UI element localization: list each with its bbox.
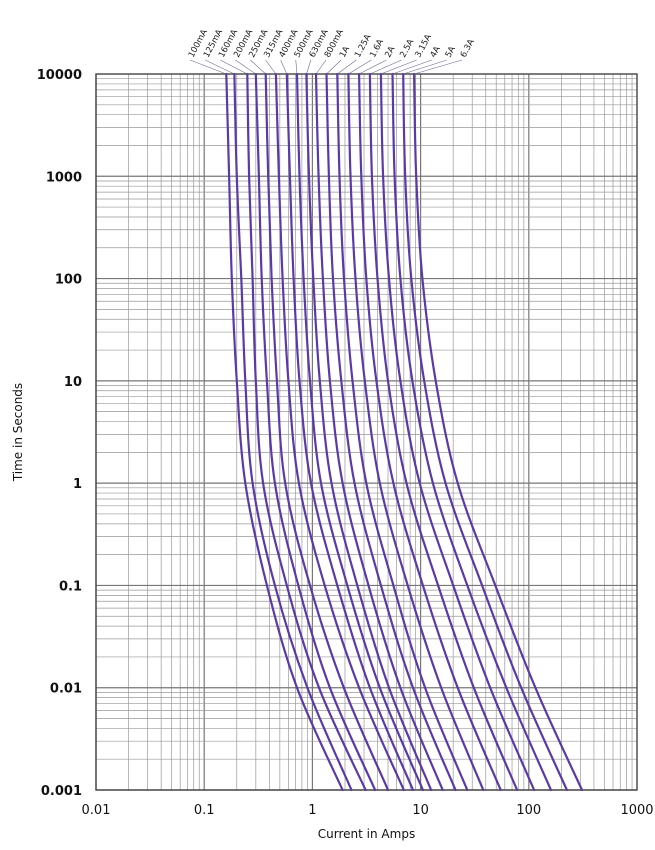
legend-leader-line: [235, 59, 256, 75]
series-line-1.6A: [347, 72, 485, 792]
legend: 100mA125mA160mA200mA250mA315mA400mA500mA…: [187, 28, 477, 75]
series-curves: [225, 72, 584, 792]
x-tick-label: 0.1: [194, 803, 215, 818]
y-tick-label: 0.01: [50, 682, 82, 697]
legend-leader-line: [380, 59, 417, 75]
series-line-100mA: [225, 72, 344, 792]
legend-leader-line: [265, 59, 277, 75]
series-line-2.5A: [368, 72, 519, 792]
legend-label: 5A: [444, 45, 458, 60]
legend-leader-line: [280, 59, 288, 75]
legend-leader-line: [403, 59, 447, 75]
legend-label: 4A: [429, 45, 443, 60]
series-line-2A: [358, 72, 502, 792]
x-tick-label: 1: [308, 803, 316, 818]
x-tick-label: 0.01: [82, 803, 111, 818]
legend-leader-line: [337, 59, 357, 75]
series-line-400mA: [285, 72, 415, 792]
legend-leader-line: [220, 59, 248, 75]
legend-leader-line: [315, 59, 327, 75]
legend-leader-line: [358, 59, 387, 75]
legend-leader-line: [250, 59, 266, 75]
series-line-800mA: [314, 72, 444, 792]
series-line-315mA: [274, 72, 405, 792]
tick-labels: 0.01 0.1 1 10 100 10001000010001001010.10.010…: [37, 68, 654, 818]
legend-leader-line: [348, 59, 372, 75]
grid: [95, 74, 637, 791]
series-line-3.15A: [379, 72, 536, 792]
series-line-630mA: [305, 72, 433, 792]
plot-border: [95, 73, 638, 791]
series-line-125mA: [233, 72, 353, 792]
x-axis-title: Current in Amps: [318, 827, 415, 841]
legend-leader-line: [392, 59, 432, 75]
y-tick-label: 0.1: [59, 579, 82, 594]
y-tick-label: 0.001: [41, 784, 82, 799]
series-line-6.3A: [413, 72, 584, 792]
y-axis-title: Time in Seconds: [11, 383, 25, 482]
series-line-1.25A: [336, 72, 469, 792]
legend-leader-line: [295, 59, 298, 75]
plot-frame: [95, 73, 638, 791]
y-tick-label: 100: [55, 273, 82, 288]
legend-label: 2A: [383, 45, 397, 60]
legend-leader-line: [413, 59, 463, 75]
legend-label: 6.3A: [459, 37, 477, 59]
y-tick-label: 10000: [37, 68, 82, 83]
x-tick-label: 100: [516, 803, 541, 818]
y-tick-label: 1000: [46, 170, 82, 185]
legend-leader-line: [326, 59, 342, 75]
legend-leader-line: [189, 59, 227, 75]
series-line-500mA: [295, 72, 424, 792]
series-line-250mA: [264, 72, 390, 792]
legend-label: 2.5A: [398, 37, 416, 59]
y-tick-label: 10: [64, 375, 82, 390]
x-tick-label: 1000: [620, 803, 653, 818]
y-tick-label: 1: [73, 477, 82, 492]
series-line-1A: [325, 72, 457, 792]
series-line-160mA: [246, 72, 367, 792]
legend-leader-line: [204, 59, 235, 75]
series-line-4A: [391, 72, 552, 792]
legend-leader-line: [369, 59, 402, 75]
legend-leader-line: [306, 59, 312, 75]
legend-label: 1A: [338, 45, 352, 60]
series-line-200mA: [254, 72, 377, 792]
x-tick-label: 10: [412, 803, 429, 818]
series-line-5A: [402, 72, 568, 792]
